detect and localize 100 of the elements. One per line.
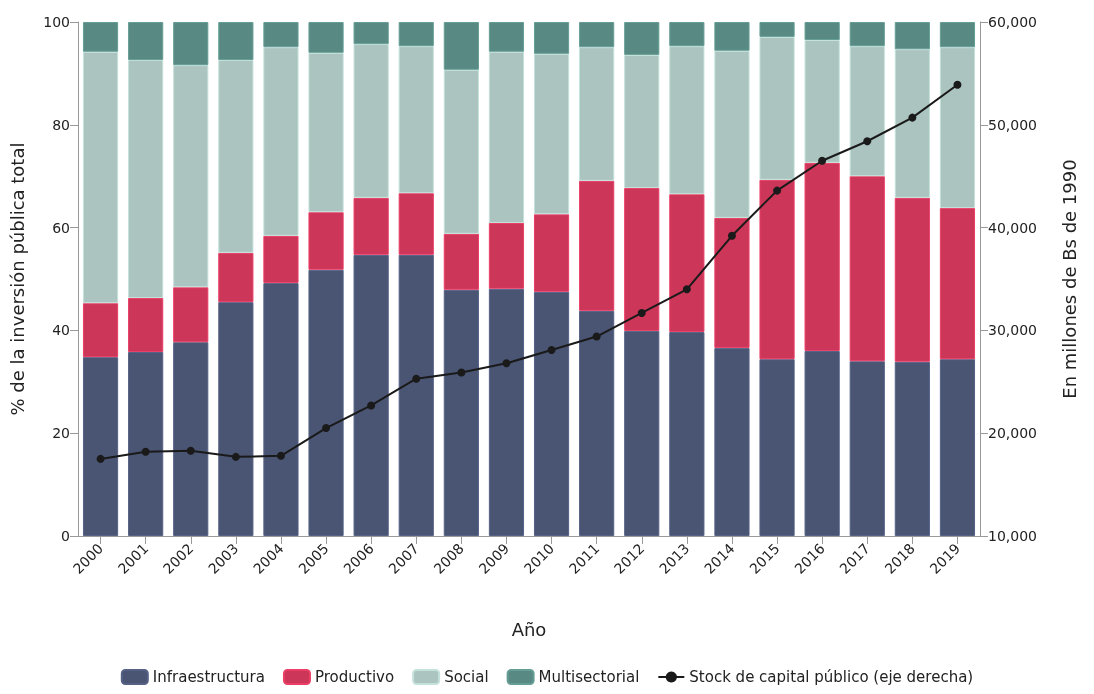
- y2-tick-label: 50,000: [988, 116, 1037, 133]
- bar: [263, 22, 299, 48]
- bar: [263, 47, 299, 236]
- point: [637, 308, 646, 317]
- point: [727, 231, 736, 240]
- y-tick-label: 100: [43, 14, 70, 30]
- bar: [714, 217, 750, 348]
- bar: [939, 47, 976, 209]
- bar: [579, 47, 615, 181]
- bar: [849, 176, 885, 362]
- y-tick-label: 60: [52, 219, 70, 236]
- bar: [218, 60, 254, 253]
- bar: [759, 22, 795, 37]
- point: [863, 137, 872, 146]
- bar: [894, 49, 930, 198]
- point: [773, 186, 782, 195]
- point: [457, 368, 466, 377]
- bar: [308, 269, 344, 536]
- legend-label: Stock de capital público (eje derecha): [689, 668, 974, 686]
- bar: [128, 351, 164, 536]
- bar: [624, 22, 660, 55]
- y2-tick-label: 10,000: [988, 528, 1037, 544]
- bar: [128, 22, 164, 61]
- point: [412, 374, 421, 383]
- bar: [714, 347, 750, 536]
- bar: [714, 50, 750, 218]
- y2-axis-title: En millones de Bs de 1990: [1058, 159, 1080, 399]
- bar: [398, 193, 434, 255]
- point: [322, 424, 331, 433]
- bar: [353, 254, 389, 536]
- bar: [82, 303, 119, 358]
- bar: [804, 350, 840, 536]
- bar: [488, 22, 525, 52]
- y2-tick-label: 20,000: [988, 425, 1037, 442]
- bar: [82, 51, 119, 304]
- point: [682, 285, 691, 294]
- y-tick-label: 40: [52, 322, 70, 339]
- bar: [759, 179, 795, 360]
- bar: [443, 22, 479, 70]
- bar: [128, 298, 164, 352]
- bar: [488, 51, 525, 223]
- y2-tick-label: 30,000: [988, 322, 1037, 339]
- point: [231, 452, 240, 461]
- y2-tick-label: 40,000: [988, 219, 1037, 236]
- point: [186, 446, 195, 455]
- bar: [849, 361, 885, 536]
- bar: [804, 22, 840, 40]
- bar: [218, 302, 254, 536]
- legend-label: Multisectorial: [538, 668, 640, 686]
- bar: [533, 214, 570, 292]
- bar: [443, 233, 479, 290]
- bar: [263, 235, 299, 284]
- point: [547, 345, 556, 354]
- bar: [488, 288, 525, 536]
- bar: [624, 188, 660, 331]
- bar: [849, 46, 885, 177]
- y-axis-title: % de la inversión pública total: [6, 142, 28, 416]
- bar: [849, 22, 885, 47]
- bar: [308, 52, 344, 213]
- bar: [939, 359, 976, 536]
- bar: [82, 22, 119, 52]
- point: [592, 332, 601, 341]
- bar: [443, 69, 479, 234]
- bar: [398, 22, 434, 47]
- point: [953, 80, 962, 89]
- bar: [579, 22, 615, 48]
- bar: [714, 22, 750, 51]
- bar: [624, 54, 660, 189]
- bar: [669, 22, 705, 47]
- y-tick-label: 0: [61, 528, 70, 544]
- bar: [894, 22, 930, 50]
- bar: [533, 53, 570, 215]
- bar: [173, 287, 209, 343]
- point: [276, 451, 285, 460]
- y2-tick-label: 60,000: [988, 14, 1037, 30]
- bar: [669, 331, 705, 536]
- y-tick-label: 80: [52, 116, 70, 133]
- bar: [804, 39, 840, 163]
- bar: [533, 291, 570, 536]
- bar: [488, 222, 525, 289]
- bar: [353, 44, 389, 198]
- bar: [759, 359, 795, 536]
- bar: [308, 22, 344, 53]
- bar: [579, 310, 615, 536]
- bar: [308, 212, 344, 270]
- bar: [669, 194, 705, 332]
- x-axis-title: Año: [511, 618, 547, 640]
- point: [502, 359, 511, 368]
- bar: [579, 180, 615, 311]
- bar: [173, 342, 209, 536]
- bar: [218, 252, 254, 303]
- point: [96, 454, 105, 463]
- legend-label: Productivo: [314, 668, 395, 686]
- bar: [533, 22, 570, 54]
- bar: [939, 208, 976, 360]
- bar: [218, 22, 254, 61]
- bar: [353, 197, 389, 255]
- bar: [759, 36, 795, 180]
- bar: [128, 60, 164, 299]
- bar: [82, 357, 119, 536]
